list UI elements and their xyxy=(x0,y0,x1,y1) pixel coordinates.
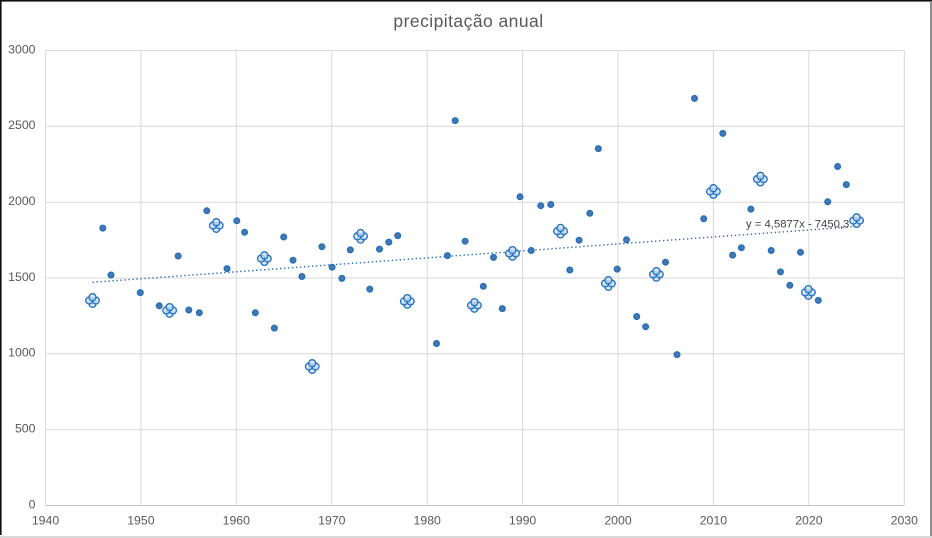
svg-text:1950: 1950 xyxy=(127,514,155,528)
svg-text:500: 500 xyxy=(15,422,36,436)
svg-text:2000: 2000 xyxy=(8,194,36,208)
svg-text:2010: 2010 xyxy=(700,514,728,528)
svg-text:1500: 1500 xyxy=(8,270,36,284)
svg-text:precipitação anual: precipitação anual xyxy=(393,11,543,31)
svg-text:2000: 2000 xyxy=(604,514,632,528)
svg-text:2030: 2030 xyxy=(891,514,919,528)
svg-text:y = 4,5877x - 7450,3: y = 4,5877x - 7450,3 xyxy=(746,219,849,231)
svg-text:0: 0 xyxy=(29,497,36,511)
svg-text:2020: 2020 xyxy=(795,514,823,528)
svg-text:1000: 1000 xyxy=(8,346,36,360)
svg-text:1990: 1990 xyxy=(509,514,537,528)
svg-text:1960: 1960 xyxy=(223,514,251,528)
svg-text:1970: 1970 xyxy=(318,514,346,528)
svg-text:2500: 2500 xyxy=(8,118,36,132)
svg-text:1980: 1980 xyxy=(414,514,442,528)
svg-text:3000: 3000 xyxy=(8,42,36,56)
svg-text:1940: 1940 xyxy=(32,514,60,528)
